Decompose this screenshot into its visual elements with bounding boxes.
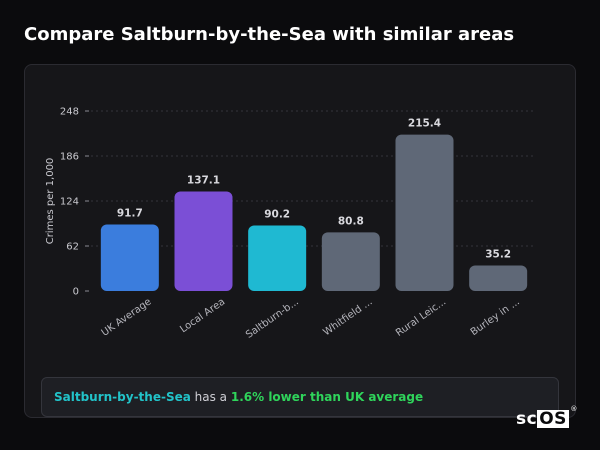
bar-chart: 0 62 124 186 248 91.7 UK Average 137.1 Local Ar…	[45, 107, 533, 341]
bar-5[interactable]	[395, 134, 454, 291]
y-tick-label: 186	[60, 152, 79, 163]
chart-card: 0 62 124 186 248 91.7 UK Average 137.1 Local Ar…	[24, 64, 576, 418]
y-tick-label: 124	[60, 197, 79, 208]
bar-1[interactable]	[100, 224, 159, 291]
category-label-2: Local Area	[178, 296, 227, 335]
summary-banner: Saltburn-by-the-Sea has a 1.6% lower tha…	[41, 377, 559, 417]
y-axis-label: Crimes per 1,000	[45, 158, 56, 245]
logo-text-os: OS	[537, 409, 569, 429]
scos-logo: sc OS ®	[516, 405, 577, 429]
y-tick-label: 0	[73, 287, 79, 298]
category-label-5: Rural Leic...	[394, 296, 448, 339]
bar-2[interactable]	[174, 191, 233, 291]
bar-4[interactable]	[321, 232, 380, 291]
category-label-4: Whitfield ...	[321, 296, 374, 338]
summary-text: has a	[190, 390, 231, 404]
summary-area-name: Saltburn-by-the-Sea	[54, 390, 191, 404]
value-label-2: 137.1	[187, 174, 220, 186]
value-label-1: 91.7	[117, 207, 143, 219]
y-tick-label: 248	[60, 107, 79, 118]
bar-6[interactable]	[469, 265, 528, 291]
category-label-6: Burley in ...	[469, 296, 522, 338]
value-label-5: 215.4	[408, 118, 441, 130]
logo-text-sc: sc	[516, 409, 538, 429]
category-label-3: Saltburn-b...	[244, 296, 301, 340]
value-label-6: 35.2	[485, 248, 511, 260]
y-tick-label: 62	[66, 242, 79, 253]
summary-difference: 1.6% lower than UK average	[230, 390, 424, 404]
value-label-4: 80.8	[338, 215, 364, 227]
bar-3[interactable]	[248, 225, 307, 291]
value-label-3: 90.2	[264, 209, 290, 221]
logo-registered-mark: ®	[570, 405, 578, 413]
page-title: Compare Saltburn-by-the-Sea with similar…	[24, 24, 515, 45]
category-label-1: UK Average	[100, 296, 154, 338]
